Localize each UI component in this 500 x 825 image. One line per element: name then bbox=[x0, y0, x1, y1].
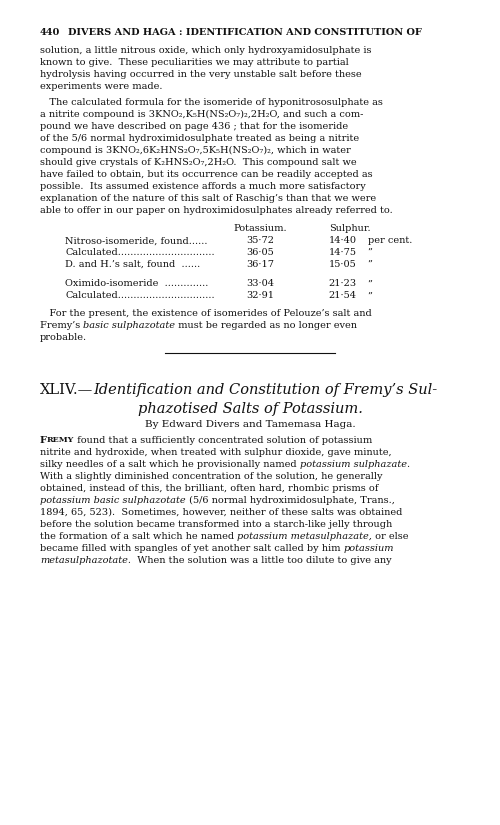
Text: D. and H.’s salt, found  ......: D. and H.’s salt, found ...... bbox=[65, 260, 200, 269]
Text: Potassium.: Potassium. bbox=[233, 224, 287, 233]
Text: Identification and Constitution of Fremy’s Sul-: Identification and Constitution of Fremy… bbox=[93, 384, 438, 398]
Text: 32·91: 32·91 bbox=[246, 291, 274, 300]
Text: 440: 440 bbox=[40, 28, 60, 37]
Text: possible.  Its assumed existence affords a much more satisfactory: possible. Its assumed existence affords … bbox=[40, 182, 366, 191]
Text: must be regarded as no longer even: must be regarded as no longer even bbox=[176, 321, 358, 330]
Text: (5/6 normal hydroximidosulphate, Trans.,: (5/6 normal hydroximidosulphate, Trans., bbox=[186, 496, 394, 505]
Text: The calculated formula for the isomeride of hyponitrososulphate as: The calculated formula for the isomeride… bbox=[40, 98, 383, 107]
Text: experiments were made.: experiments were made. bbox=[40, 82, 162, 91]
Text: 36·17: 36·17 bbox=[246, 260, 274, 269]
Text: 14·75: 14·75 bbox=[328, 248, 356, 257]
Text: Calculated...............................: Calculated..............................… bbox=[65, 248, 214, 257]
Text: probable.: probable. bbox=[40, 333, 87, 342]
Text: Calculated...............................: Calculated..............................… bbox=[65, 291, 214, 300]
Text: known to give.  These peculiarities we may attribute to partial: known to give. These peculiarities we ma… bbox=[40, 58, 349, 67]
Text: potassium: potassium bbox=[344, 544, 394, 553]
Text: 1894, 65, 523).  Sometimes, however, neither of these salts was obtained: 1894, 65, 523). Sometimes, however, neit… bbox=[40, 507, 403, 516]
Text: per cent.: per cent. bbox=[368, 236, 412, 245]
Text: ”: ” bbox=[368, 291, 372, 300]
Text: 21·23: 21·23 bbox=[328, 279, 356, 288]
Text: nitrite and hydroxide, when treated with sulphur dioxide, gave minute,: nitrite and hydroxide, when treated with… bbox=[40, 448, 392, 457]
Text: a nitrite compound is 3KNO₂,K₅H(NS₂O₇)₂,2H₂O, and such a com-: a nitrite compound is 3KNO₂,K₅H(NS₂O₇)₂,… bbox=[40, 110, 364, 119]
Text: XLIV.—: XLIV.— bbox=[40, 384, 93, 398]
Text: compound is 3KNO₂,6K₂HNS₂O₇,5K₅H(NS₂O₇)₂, which in water: compound is 3KNO₂,6K₂HNS₂O₇,5K₅H(NS₂O₇)₂… bbox=[40, 146, 351, 155]
Text: For the present, the existence of isomerides of Pelouze’s salt and: For the present, the existence of isomer… bbox=[40, 309, 372, 318]
Text: before the solution became transformed into a starch-like jelly through: before the solution became transformed i… bbox=[40, 520, 392, 529]
Text: the formation of a salt which he named: the formation of a salt which he named bbox=[40, 531, 237, 540]
Text: metasulphazotate.: metasulphazotate. bbox=[40, 555, 131, 564]
Text: When the solution was a little too dilute to give any: When the solution was a little too dilut… bbox=[131, 555, 392, 564]
Text: Nitroso-isomeride, found......: Nitroso-isomeride, found...... bbox=[65, 236, 208, 245]
Text: obtained, instead of this, the brilliant, often hard, rhombic prisms of: obtained, instead of this, the brilliant… bbox=[40, 483, 378, 493]
Text: found that a sufficiently concentrated solution of potassium: found that a sufficiently concentrated s… bbox=[74, 436, 372, 445]
Text: 21·54: 21·54 bbox=[328, 291, 356, 300]
Text: silky needles of a salt which he provisionally named: silky needles of a salt which he provisi… bbox=[40, 460, 300, 469]
Text: have failed to obtain, but its occurrence can be readily accepted as: have failed to obtain, but its occurrenc… bbox=[40, 170, 372, 179]
Text: potassium metasulphazate,: potassium metasulphazate, bbox=[238, 531, 372, 540]
Text: potassium basic sulphazotate: potassium basic sulphazotate bbox=[40, 496, 186, 505]
Text: potassium sulphazate.: potassium sulphazate. bbox=[300, 460, 410, 469]
Text: or else: or else bbox=[372, 531, 408, 540]
Text: With a slightly diminished concentration of the solution, he generally: With a slightly diminished concentration… bbox=[40, 472, 382, 481]
Text: became filled with spangles of yet another salt called by him: became filled with spangles of yet anoth… bbox=[40, 544, 344, 553]
Text: DIVERS AND HAGA : IDENTIFICATION AND CONSTITUTION OF: DIVERS AND HAGA : IDENTIFICATION AND CON… bbox=[68, 28, 422, 37]
Text: explanation of the nature of this salt of Raschig’s than that we were: explanation of the nature of this salt o… bbox=[40, 194, 376, 203]
Text: 14·40: 14·40 bbox=[328, 236, 356, 245]
Text: phazotised Salts of Potassium.: phazotised Salts of Potassium. bbox=[138, 402, 362, 416]
Text: ”: ” bbox=[368, 260, 372, 269]
Text: Sulphur.: Sulphur. bbox=[329, 224, 371, 233]
Text: F: F bbox=[40, 436, 47, 445]
Text: 36·05: 36·05 bbox=[246, 248, 274, 257]
Text: able to offer in our paper on hydroximidosulphates already referred to.: able to offer in our paper on hydroximid… bbox=[40, 205, 393, 215]
Text: 33·04: 33·04 bbox=[246, 279, 274, 288]
Text: pound we have described on page 436 ; that for the isomeride: pound we have described on page 436 ; th… bbox=[40, 122, 348, 131]
Text: Oximido-isomeride  ..............: Oximido-isomeride .............. bbox=[65, 279, 208, 288]
Text: hydrolysis having occurred in the very unstable salt before these: hydrolysis having occurred in the very u… bbox=[40, 70, 362, 79]
Text: REMY: REMY bbox=[47, 436, 74, 444]
Text: ”: ” bbox=[368, 248, 372, 257]
Text: of the 5/6 normal hydroximidosulphate treated as being a nitrite: of the 5/6 normal hydroximidosulphate tr… bbox=[40, 134, 359, 143]
Text: solution, a little nitrous oxide, which only hydroxyamidosulphate is: solution, a little nitrous oxide, which … bbox=[40, 46, 372, 55]
Text: Fremy’s: Fremy’s bbox=[40, 321, 84, 330]
Text: basic sulphazotate: basic sulphazotate bbox=[84, 321, 176, 330]
Text: 15·05: 15·05 bbox=[328, 260, 356, 269]
Text: should give crystals of K₂HNS₂O₇,2H₂O.  This compound salt we: should give crystals of K₂HNS₂O₇,2H₂O. T… bbox=[40, 158, 356, 167]
Text: ”: ” bbox=[368, 279, 372, 288]
Text: By Edward Divers and Tamemasa Haga.: By Edward Divers and Tamemasa Haga. bbox=[144, 421, 356, 430]
Text: 35·72: 35·72 bbox=[246, 236, 274, 245]
